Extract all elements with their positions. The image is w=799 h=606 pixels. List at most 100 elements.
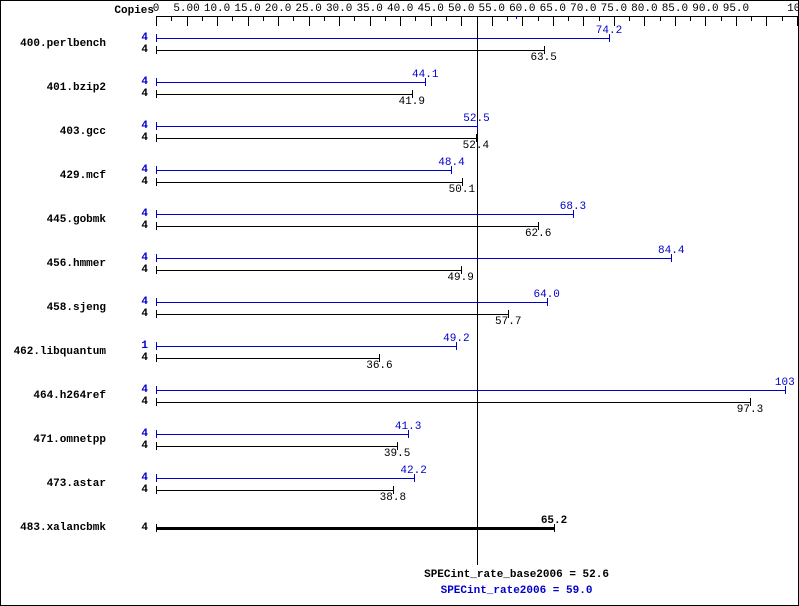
x-tick-major: [736, 16, 737, 26]
x-tick-major: [553, 16, 554, 26]
x-tick-minor: [660, 16, 661, 21]
copies-label: 4: [141, 352, 148, 364]
bar-cap-start: [156, 524, 157, 532]
x-tick-major: [370, 16, 371, 26]
x-tick-label: 75.0: [601, 3, 627, 15]
x-tick-label: 0: [153, 3, 160, 15]
bar-cap-start: [156, 222, 157, 230]
x-tick-minor: [568, 16, 569, 21]
bar-value-label: 62.6: [525, 228, 551, 240]
bar-peak: [156, 214, 573, 215]
bar-base: [156, 226, 538, 227]
reference-line: [477, 16, 478, 565]
bar-cap-start: [156, 430, 157, 438]
benchmark-label: 462.libquantum: [14, 346, 106, 358]
copies-header: Copies: [114, 5, 154, 17]
bar-base: [156, 138, 476, 139]
x-tick-major: [187, 16, 188, 26]
benchmark-label: 401.bzip2: [47, 82, 106, 94]
bar-value-label: 63.5: [530, 52, 556, 64]
x-tick-minor: [293, 16, 294, 21]
x-tick-minor: [599, 16, 600, 21]
x-tick-major: [248, 16, 249, 26]
x-tick-label: 60.0: [509, 3, 535, 15]
copies-label: 4: [141, 176, 148, 188]
copies-label: 4: [141, 428, 148, 440]
x-tick-major: [675, 16, 676, 26]
x-tick-label: 30.0: [326, 3, 352, 15]
bar-cap-start: [156, 442, 157, 450]
bar-peak: [156, 126, 477, 127]
reference-line: [516, 16, 517, 565]
bar-value-label: 49.9: [447, 272, 473, 284]
bar-value-label: 74.2: [596, 25, 622, 37]
x-tick-label: 95.0: [723, 3, 749, 15]
copies-label: 4: [141, 76, 148, 88]
bar-peak: [156, 346, 456, 347]
x-tick-label-last: 105: [787, 3, 799, 15]
x-tick-label: 65.0: [540, 3, 566, 15]
bar-base: [156, 182, 462, 183]
x-tick-label: 5.00: [173, 3, 199, 15]
bar-value-label: 52.4: [463, 140, 489, 152]
bar-base: [156, 446, 397, 447]
spec-rate-chart: Copies05.0010.015.020.025.030.035.040.04…: [0, 0, 799, 606]
bar-base: [156, 402, 750, 403]
bar-value-label: 97.3: [737, 404, 763, 416]
x-tick-minor: [690, 16, 691, 21]
bar-cap-start: [156, 310, 157, 318]
copies-label: 1: [141, 340, 148, 352]
copies-label: 4: [141, 44, 148, 56]
bar-base: [156, 50, 544, 51]
copies-label: 4: [141, 220, 148, 232]
bar-value-label: 42.2: [400, 465, 426, 477]
bar-cap-start: [156, 46, 157, 54]
copies-label: 4: [141, 208, 148, 220]
x-tick-minor: [385, 16, 386, 21]
x-tick-minor: [202, 16, 203, 21]
bar-cap-start: [156, 166, 157, 174]
bar-base: [156, 490, 393, 491]
copies-label: 4: [141, 296, 148, 308]
x-tick-label: 70.0: [570, 3, 596, 15]
bar-value-label: 41.3: [395, 421, 421, 433]
bar-peak: [156, 170, 451, 171]
benchmark-label: 429.mcf: [60, 170, 106, 182]
bar-cap-start: [156, 486, 157, 494]
bar-base: [156, 314, 508, 315]
x-tick-major: [309, 16, 310, 26]
x-tick-minor: [171, 16, 172, 21]
bar-cap-start: [156, 342, 157, 350]
bar-value-label: 57.7: [495, 316, 521, 328]
x-tick-minor: [446, 16, 447, 21]
x-tick-label: 50.0: [448, 3, 474, 15]
copies-label: 4: [141, 120, 148, 132]
x-tick-label: 80.0: [631, 3, 657, 15]
x-tick-minor: [263, 16, 264, 21]
x-tick-major: [644, 16, 645, 26]
x-tick-major: [583, 16, 584, 26]
copies-label: 4: [141, 384, 148, 396]
bar-cap-start: [156, 210, 157, 218]
x-tick-label: 20.0: [265, 3, 291, 15]
x-tick-major: [156, 16, 157, 26]
copies-label: 4: [141, 88, 148, 100]
bar-cap-start: [156, 298, 157, 306]
bar-peak: [156, 258, 671, 259]
bar-value-label: 36.6: [366, 360, 392, 372]
bar-cap-start: [156, 474, 157, 482]
copies-label: 4: [141, 132, 148, 144]
x-tick-major: [278, 16, 279, 26]
footer-label: SPECint_rate_base2006 = 52.6: [424, 569, 609, 581]
copies-label: 4: [141, 396, 148, 408]
bar-value-label: 64.0: [534, 289, 560, 301]
benchmark-label: 445.gobmk: [47, 214, 106, 226]
bar-value-label: 49.2: [443, 333, 469, 345]
x-tick-minor: [324, 16, 325, 21]
x-tick-major: [461, 16, 462, 26]
footer-label: SPECint_rate2006 = 59.0: [441, 585, 593, 597]
bar-peak: [156, 434, 408, 435]
x-tick-major: [217, 16, 218, 26]
bar-value-label: 103: [775, 377, 795, 389]
benchmark-label: 483.xalancbmk: [20, 522, 106, 534]
